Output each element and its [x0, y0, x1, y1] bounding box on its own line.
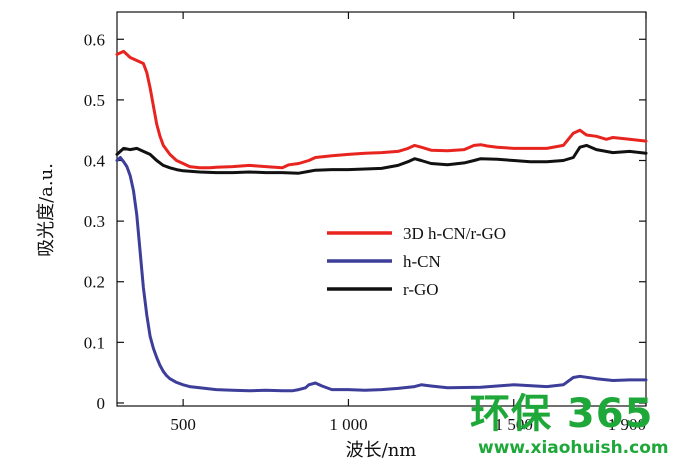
- legend-label-0: 3D h-CN/r-GO: [403, 224, 506, 243]
- y-axis-title: 吸光度/a.u.: [36, 163, 57, 257]
- x-tick-label: 500: [170, 415, 196, 434]
- watermark: 环保 365 www.xiaohuish.com: [468, 392, 700, 472]
- x-axis-title: 波长/nm: [346, 440, 417, 461]
- plot-frame: [116, 11, 647, 407]
- y-tick-label: 0: [97, 394, 106, 413]
- y-tick-label: 0.5: [84, 91, 105, 110]
- axis-ticks: 0 0.1 0.2 0.3 0.4 0.5 0.6 500 1 000 1 500 1 900: [84, 12, 647, 434]
- series-line-1: [115, 156, 648, 393]
- legend-label-1: h-CN: [403, 252, 441, 271]
- legend: 3D h-CN/r-GO h-CN r-GO: [327, 224, 506, 299]
- x-tick-label: 1 500: [495, 415, 533, 434]
- watermark-url: www.xiaohuish.com: [478, 438, 669, 458]
- series-line-2: [115, 143, 648, 175]
- watermark-logo: 环保 365: [470, 391, 654, 437]
- legend-label-2: r-GO: [403, 280, 439, 299]
- x-tick-label: 1 000: [329, 415, 367, 434]
- y-tick-label: 0.4: [84, 152, 106, 171]
- y-tick-label: 0.6: [84, 30, 105, 49]
- y-tick-label: 0.3: [84, 212, 105, 231]
- series-lines: [115, 49, 648, 393]
- x-tick-label: 1 900: [608, 415, 646, 434]
- series-line-0: [115, 49, 648, 170]
- y-tick-label: 0.2: [84, 273, 105, 292]
- y-tick-label: 0.1: [84, 333, 105, 352]
